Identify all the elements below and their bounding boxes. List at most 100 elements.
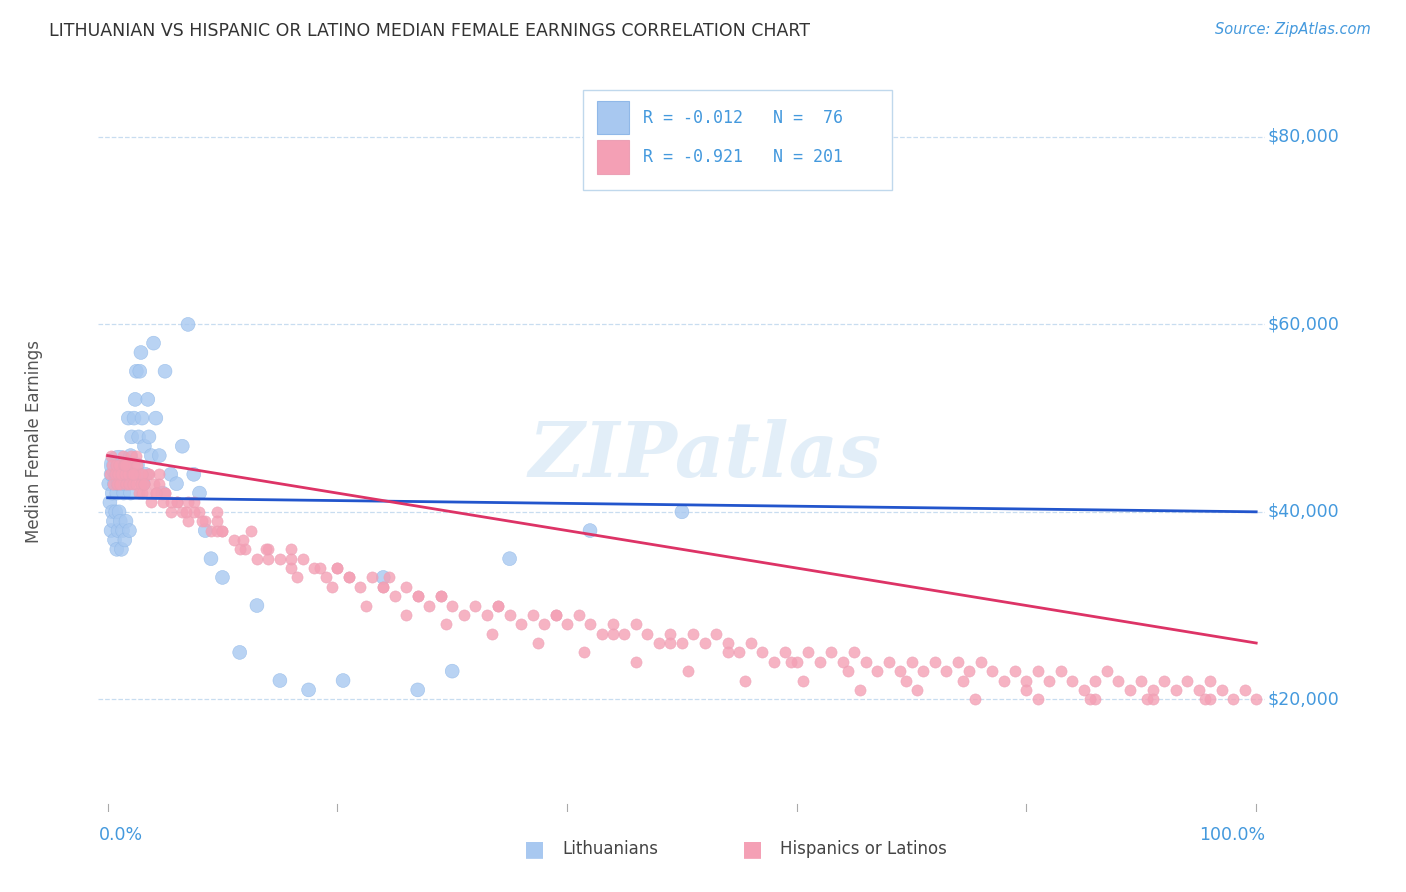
Point [200, 551, 222, 566]
Point [110, 467, 132, 482]
Point [693, 636, 716, 650]
Point [332, 673, 354, 688]
Point [1153, 673, 1175, 688]
Point [108, 505, 131, 519]
Point [671, 636, 693, 650]
Point [441, 599, 464, 613]
Point [291, 551, 314, 566]
Point [124, 392, 146, 407]
Text: Source: ZipAtlas.com: Source: ZipAtlas.com [1215, 22, 1371, 37]
Point [1084, 692, 1107, 706]
Point [285, 570, 308, 584]
Point [360, 570, 382, 584]
Point [131, 467, 153, 482]
Point [544, 607, 567, 622]
Point [717, 636, 740, 650]
Point [855, 655, 877, 669]
Text: $40,000: $40,000 [1268, 503, 1340, 521]
Point [498, 551, 520, 566]
Point [122, 458, 145, 472]
Point [1244, 692, 1267, 706]
Point [475, 607, 498, 622]
Point [152, 495, 174, 509]
Point [924, 655, 946, 669]
Point [1119, 682, 1142, 697]
Point [844, 645, 866, 659]
Point [111, 524, 134, 538]
Point [602, 617, 624, 632]
Point [1194, 692, 1216, 706]
Point [946, 655, 969, 669]
Point [152, 486, 174, 500]
Point [103, 514, 125, 528]
Point [1188, 682, 1211, 697]
Point [406, 589, 429, 603]
Point [148, 476, 170, 491]
Point [257, 551, 280, 566]
Point [659, 636, 682, 650]
Text: Lithuanians: Lithuanians [562, 840, 658, 858]
Point [122, 467, 145, 482]
Point [110, 542, 132, 557]
Point [808, 655, 831, 669]
Point [211, 524, 233, 538]
Point [1084, 673, 1107, 688]
Point [134, 439, 156, 453]
Point [786, 655, 808, 669]
Point [717, 645, 740, 659]
Point [111, 458, 134, 472]
Text: ■: ■ [524, 839, 544, 859]
Point [136, 467, 159, 482]
Point [112, 458, 135, 472]
Point [142, 336, 165, 351]
Text: ZIPatlas: ZIPatlas [529, 419, 882, 493]
Point [128, 467, 150, 482]
Point [395, 580, 418, 594]
Point [129, 345, 152, 359]
Point [240, 524, 263, 538]
Point [128, 430, 150, 444]
Point [211, 524, 233, 538]
Point [115, 476, 138, 491]
Point [1050, 664, 1073, 678]
Point [436, 617, 458, 632]
Point [107, 467, 129, 482]
Point [373, 580, 395, 594]
Point [97, 476, 120, 491]
Point [131, 411, 153, 425]
Point [134, 476, 156, 491]
Point [246, 599, 269, 613]
Point [128, 486, 150, 500]
Point [124, 467, 146, 482]
Point [153, 486, 176, 500]
Point [912, 664, 935, 678]
Point [315, 570, 337, 584]
Point [110, 514, 132, 528]
Point [527, 636, 550, 650]
Point [108, 458, 131, 472]
Point [104, 458, 127, 472]
Point [177, 495, 200, 509]
Text: Median Female Earnings: Median Female Earnings [25, 340, 44, 543]
Point [101, 505, 124, 519]
Point [671, 505, 693, 519]
Point [100, 524, 122, 538]
Point [228, 645, 250, 659]
Point [134, 467, 156, 482]
Point [100, 449, 122, 463]
Point [740, 636, 762, 650]
Point [103, 458, 125, 472]
Point [127, 458, 149, 472]
Point [120, 449, 142, 463]
Point [141, 495, 163, 509]
Point [110, 467, 132, 482]
Point [326, 561, 349, 575]
Text: $80,000: $80,000 [1268, 128, 1340, 146]
Point [1222, 692, 1244, 706]
Point [406, 682, 429, 697]
Point [104, 505, 127, 519]
Point [127, 458, 149, 472]
Point [122, 411, 145, 425]
Point [235, 542, 257, 557]
Point [751, 645, 773, 659]
